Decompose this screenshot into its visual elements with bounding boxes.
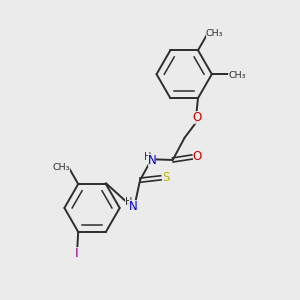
Text: H: H <box>144 152 151 162</box>
Text: S: S <box>163 171 170 184</box>
Text: H: H <box>125 197 132 207</box>
Text: O: O <box>193 150 202 163</box>
Text: CH₃: CH₃ <box>52 163 70 172</box>
Text: CH₃: CH₃ <box>206 29 223 38</box>
Text: I: I <box>75 248 79 260</box>
Text: N: N <box>129 200 138 212</box>
Text: CH₃: CH₃ <box>228 70 246 80</box>
Text: N: N <box>148 154 156 167</box>
Text: O: O <box>192 111 201 124</box>
